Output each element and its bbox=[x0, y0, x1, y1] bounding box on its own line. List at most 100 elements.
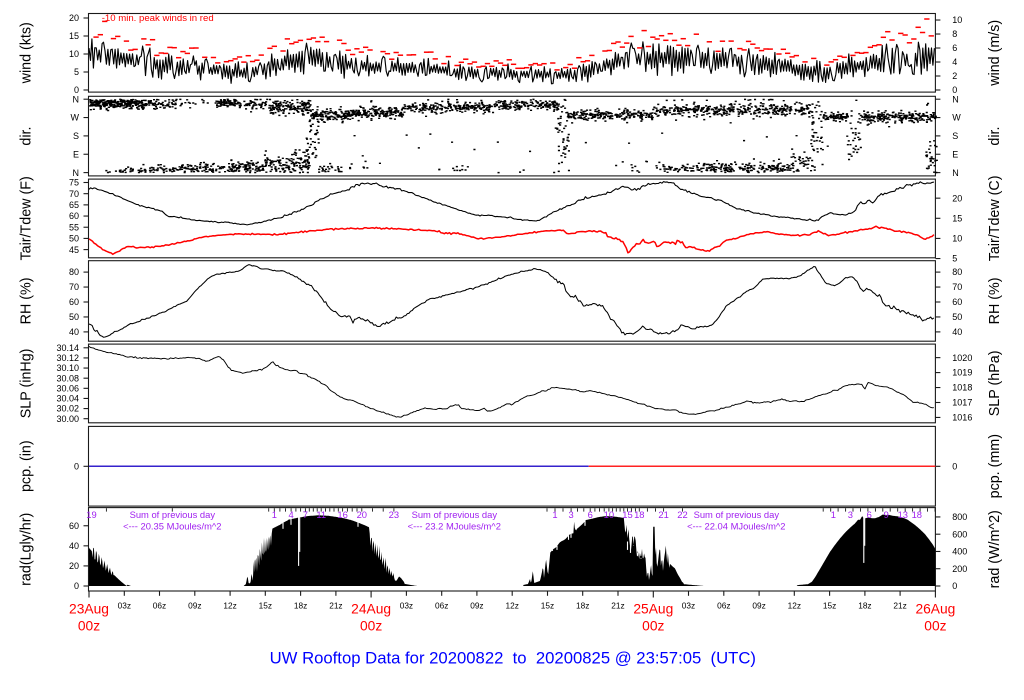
svg-text:800: 800 bbox=[952, 512, 967, 522]
svg-text:80: 80 bbox=[952, 267, 962, 277]
svg-text:600: 600 bbox=[952, 529, 967, 539]
svg-text:1: 1 bbox=[552, 509, 557, 520]
svg-text:50: 50 bbox=[952, 312, 962, 322]
svg-text:09z: 09z bbox=[470, 601, 483, 611]
svg-text:1019: 1019 bbox=[952, 368, 972, 378]
svg-text:03z: 03z bbox=[400, 601, 413, 611]
svg-text:18z: 18z bbox=[294, 601, 307, 611]
svg-text:23: 23 bbox=[389, 509, 399, 520]
svg-text:RH (%): RH (%) bbox=[987, 277, 1003, 324]
svg-text:S: S bbox=[952, 131, 958, 141]
svg-text:Sum of previous day: Sum of previous day bbox=[130, 509, 216, 520]
svg-text:1016: 1016 bbox=[952, 413, 972, 423]
svg-text:dir.: dir. bbox=[19, 127, 35, 146]
svg-text:<--- 23.2 MJoules/m^2: <--- 23.2 MJoules/m^2 bbox=[408, 521, 501, 532]
svg-text:-10 min. peak winds in red: -10 min. peak winds in red bbox=[102, 13, 214, 24]
svg-text:13: 13 bbox=[898, 509, 908, 520]
svg-text:Tair/Tdew (F): Tair/Tdew (F) bbox=[19, 176, 35, 260]
svg-text:21z: 21z bbox=[611, 601, 624, 611]
svg-text:2: 2 bbox=[952, 71, 957, 81]
svg-text:18: 18 bbox=[634, 509, 644, 520]
svg-text:00z: 00z bbox=[924, 619, 946, 634]
svg-text:40: 40 bbox=[952, 327, 962, 337]
svg-text:06z: 06z bbox=[153, 601, 166, 611]
svg-text:15: 15 bbox=[952, 213, 962, 223]
svg-text:10: 10 bbox=[952, 234, 962, 244]
svg-text:45: 45 bbox=[69, 245, 79, 255]
svg-text:70: 70 bbox=[952, 282, 962, 292]
svg-text:03z: 03z bbox=[682, 601, 695, 611]
svg-text:12z: 12z bbox=[788, 601, 801, 611]
svg-text:1018: 1018 bbox=[952, 383, 972, 393]
svg-text:40: 40 bbox=[69, 327, 79, 337]
svg-text:75: 75 bbox=[69, 178, 79, 188]
svg-text:10: 10 bbox=[952, 15, 962, 25]
svg-text:70: 70 bbox=[69, 282, 79, 292]
svg-text:3: 3 bbox=[848, 509, 853, 520]
svg-text:rad(Lgly/hr): rad(Lgly/hr) bbox=[19, 513, 35, 586]
svg-text:80: 80 bbox=[69, 267, 79, 277]
svg-text:21z: 21z bbox=[893, 601, 906, 611]
svg-text:06z: 06z bbox=[435, 601, 448, 611]
svg-text:4: 4 bbox=[288, 509, 293, 520]
svg-text:400: 400 bbox=[952, 547, 967, 557]
svg-text:<--- 20.35 MJoules/m^2: <--- 20.35 MJoules/m^2 bbox=[123, 521, 221, 532]
svg-text:wind (kts): wind (kts) bbox=[19, 22, 35, 84]
svg-text:20: 20 bbox=[952, 193, 962, 203]
svg-text:20: 20 bbox=[357, 509, 367, 520]
svg-text:18z: 18z bbox=[576, 601, 589, 611]
svg-text:6: 6 bbox=[588, 509, 593, 520]
svg-text:4: 4 bbox=[952, 57, 957, 67]
svg-text:22: 22 bbox=[677, 509, 687, 520]
svg-text:E: E bbox=[73, 149, 79, 159]
svg-text:8: 8 bbox=[952, 29, 957, 39]
svg-text:1: 1 bbox=[272, 509, 277, 520]
svg-text:SLP (hPa): SLP (hPa) bbox=[987, 351, 1003, 417]
svg-text:15z: 15z bbox=[259, 601, 272, 611]
svg-text:0: 0 bbox=[952, 461, 957, 471]
svg-text:30.14: 30.14 bbox=[56, 343, 79, 353]
svg-text:N: N bbox=[952, 168, 959, 178]
svg-text:10: 10 bbox=[69, 49, 79, 59]
svg-text:200: 200 bbox=[952, 564, 967, 574]
svg-text:21z: 21z bbox=[329, 601, 342, 611]
svg-text:09z: 09z bbox=[752, 601, 765, 611]
svg-text:W: W bbox=[71, 113, 80, 123]
svg-text:SLP (inHg): SLP (inHg) bbox=[19, 349, 35, 419]
svg-text:23Aug: 23Aug bbox=[69, 602, 109, 617]
svg-text:pcp. (mm): pcp. (mm) bbox=[987, 434, 1003, 498]
svg-text:6: 6 bbox=[867, 509, 872, 520]
svg-text:N: N bbox=[952, 94, 959, 104]
svg-text:00z: 00z bbox=[360, 619, 382, 634]
svg-text:55: 55 bbox=[69, 222, 79, 232]
svg-text:12z: 12z bbox=[223, 601, 236, 611]
svg-text:15: 15 bbox=[622, 509, 632, 520]
svg-text:15z: 15z bbox=[823, 601, 836, 611]
svg-text:15: 15 bbox=[69, 31, 79, 41]
svg-text:Sum of previous day: Sum of previous day bbox=[694, 509, 780, 520]
svg-text:60: 60 bbox=[69, 211, 79, 221]
svg-text:09z: 09z bbox=[188, 601, 201, 611]
svg-text:6: 6 bbox=[952, 43, 957, 53]
svg-text:24Aug: 24Aug bbox=[351, 602, 391, 617]
svg-text:0: 0 bbox=[74, 85, 79, 95]
svg-text:03z: 03z bbox=[118, 601, 131, 611]
svg-text:Sum of previous day: Sum of previous day bbox=[412, 509, 498, 520]
svg-text:06z: 06z bbox=[717, 601, 730, 611]
svg-text:3: 3 bbox=[568, 509, 573, 520]
svg-text:pcp. (in): pcp. (in) bbox=[19, 440, 35, 492]
svg-text:0: 0 bbox=[74, 581, 79, 591]
svg-text:15z: 15z bbox=[541, 601, 554, 611]
svg-text:0: 0 bbox=[952, 85, 957, 95]
svg-text:30.12: 30.12 bbox=[56, 353, 79, 363]
svg-text:rad (W/m^2): rad (W/m^2) bbox=[987, 510, 1003, 588]
svg-text:16: 16 bbox=[337, 509, 347, 520]
svg-text:UW Rooftop Data for 20200822: UW Rooftop Data for 20200822 to 20200825… bbox=[270, 649, 756, 668]
svg-text:N: N bbox=[73, 94, 80, 104]
svg-text:N: N bbox=[73, 168, 80, 178]
svg-text:W: W bbox=[952, 113, 961, 123]
svg-text:30.00: 30.00 bbox=[56, 414, 79, 424]
svg-text:10: 10 bbox=[604, 509, 614, 520]
svg-text:30.08: 30.08 bbox=[56, 373, 79, 383]
svg-text:5: 5 bbox=[74, 67, 79, 77]
